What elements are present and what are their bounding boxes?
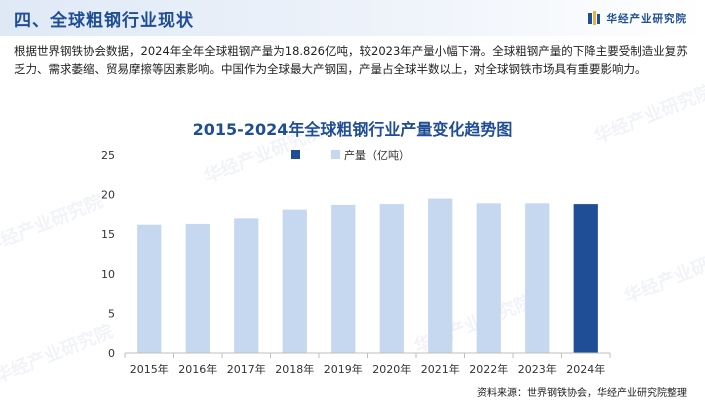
- x-tick-label: 2020年: [372, 362, 411, 376]
- x-tick-label: 2022年: [469, 362, 508, 376]
- y-tick-label: 25: [101, 149, 115, 162]
- chart-title: 2015-2024年全球粗钢行业产量变化趋势图: [192, 120, 513, 139]
- x-axis: 2015年 2016年 2017年 2018年 2019年 2020年 2021年 2022年…: [124, 352, 611, 376]
- x-tick-label: 2018年: [275, 362, 314, 376]
- bar: [379, 204, 404, 353]
- x-tick-label: 2023年: [518, 362, 557, 376]
- legend-swatch-highlight: [291, 150, 300, 159]
- bar-chart: 0 5 10 15 20 25 2015年 2016年 2017年 2018年 2019年 2020…: [101, 148, 611, 376]
- bar: [573, 204, 598, 353]
- brand-name: 华经产业研究院: [606, 12, 687, 25]
- y-tick-label: 5: [108, 307, 115, 320]
- y-tick-label: 20: [101, 189, 115, 202]
- bar: [282, 209, 307, 353]
- x-tick-label: 2021年: [421, 362, 460, 376]
- x-tick-label: 2019年: [324, 362, 363, 376]
- y-tick-label: 10: [101, 268, 115, 281]
- bar: [185, 223, 210, 353]
- x-tick-label: 2017年: [227, 362, 266, 376]
- x-tick-label: 2024年: [566, 362, 605, 376]
- y-tick-label: 15: [101, 228, 115, 241]
- intro-paragraph: 根据世界钢铁协会数据，2024年全年全球粗钢产量为18.826亿吨，较2023年…: [14, 44, 688, 76]
- bar: [331, 204, 356, 353]
- brand: 华经产业研究院: [587, 10, 688, 26]
- y-tick-label: 0: [108, 347, 115, 360]
- x-tick-label: 2016年: [178, 362, 217, 376]
- bar-series: [137, 198, 598, 353]
- brand-logo-icon: [587, 11, 600, 25]
- legend-swatch: [331, 150, 340, 159]
- y-axis: 0 5 10 15 20 25: [101, 149, 115, 360]
- source-note: 资料来源：世界钢铁协会，华经产业研究院整理: [477, 388, 687, 399]
- legend: 产量（亿吨）: [291, 148, 410, 162]
- bar: [476, 203, 501, 353]
- legend-label: 产量（亿吨）: [344, 148, 410, 162]
- bar: [525, 203, 550, 353]
- bar: [137, 224, 162, 353]
- bar: [234, 218, 259, 353]
- bar: [428, 198, 453, 353]
- x-tick-label: 2015年: [130, 362, 169, 376]
- section-header: 四、全球粗钢行业现状 华经产业研究院: [0, 0, 705, 36]
- section-title: 四、全球粗钢行业现状: [14, 11, 194, 31]
